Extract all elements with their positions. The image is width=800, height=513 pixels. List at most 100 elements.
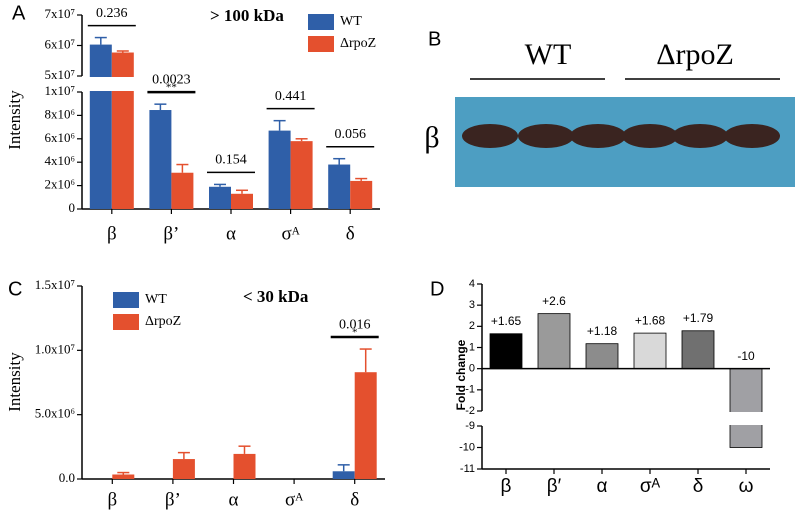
- y-tick-label: 6x10⁷: [44, 36, 75, 51]
- y-tick-label: 8x10⁶: [44, 106, 75, 121]
- legend-swatch: [113, 292, 139, 308]
- bar: [328, 164, 351, 209]
- y-tick-label: 0: [469, 363, 475, 375]
- chart-title: < 30 kDa: [243, 287, 309, 306]
- value-label: +1.65: [491, 314, 522, 328]
- y-tick-label: 0: [69, 200, 76, 215]
- y-tick-label: -9: [465, 420, 475, 432]
- y-tick-label: -11: [460, 463, 475, 475]
- legend-label: ΔrpoZ: [145, 314, 181, 329]
- blot-band: [570, 124, 626, 148]
- blot-band: [672, 124, 728, 148]
- x-tick-label: σᴬ: [640, 476, 661, 497]
- p-value: 0.441: [275, 89, 307, 104]
- lane-group-label: WT: [525, 38, 572, 71]
- p-value: 0.236: [96, 6, 128, 21]
- y-tick-label: 3: [469, 299, 475, 311]
- x-tick-label: δ: [350, 489, 359, 510]
- legend-label: WT: [340, 14, 362, 29]
- value-label: -10: [737, 349, 755, 363]
- bar: [171, 172, 194, 209]
- x-tick-label: β: [501, 476, 512, 497]
- x-tick-label: ω: [739, 476, 754, 497]
- bar: [489, 333, 523, 370]
- x-tick-label: δ: [693, 476, 704, 497]
- y-tick-label: 1x10⁷: [44, 83, 75, 98]
- band-label: β: [424, 121, 439, 154]
- blot-band: [462, 124, 518, 148]
- y-axis-label: Fold change: [454, 339, 468, 410]
- y-tick-label: 4: [469, 278, 475, 290]
- panel-letter: D: [430, 278, 444, 300]
- y-tick-label: 2x10⁶: [44, 177, 75, 192]
- x-tick-label: α: [229, 489, 239, 510]
- significance-star: **: [166, 82, 177, 94]
- bar: [172, 459, 195, 479]
- value-label: +1.79: [683, 311, 714, 325]
- bar: [350, 180, 373, 209]
- y-tick-label: 6x10⁶: [44, 130, 75, 145]
- value-label: +1.18: [587, 324, 618, 338]
- bar: [537, 313, 571, 370]
- y-tick-label: -10: [459, 441, 475, 453]
- y-tick-label: -1: [465, 384, 475, 396]
- axis-break: [83, 77, 381, 91]
- blot-band: [518, 124, 574, 148]
- x-tick-label: α: [597, 476, 608, 497]
- y-tick-label: 7x10⁷: [44, 6, 75, 21]
- bar: [729, 368, 763, 448]
- bar: [290, 141, 313, 209]
- bar: [681, 330, 715, 370]
- significance-star: *: [352, 327, 358, 339]
- y-tick-label: 1.5x10⁷: [35, 277, 75, 292]
- legend-swatch: [308, 14, 334, 30]
- lane-group-label: ΔrpoZ: [656, 38, 734, 71]
- p-value: 0.154: [215, 153, 247, 168]
- blot-band: [724, 124, 780, 148]
- y-tick-label: 1: [469, 341, 475, 353]
- y-tick-label: -2: [465, 405, 475, 417]
- bar: [111, 52, 134, 209]
- x-tick-label: α: [226, 223, 236, 244]
- bar: [209, 186, 231, 209]
- bar: [332, 471, 355, 479]
- legend-label: ΔrpoZ: [340, 36, 376, 51]
- p-value: 0.0023: [152, 72, 191, 87]
- x-tick-label: σᴬ: [285, 489, 304, 510]
- y-axis-label: Intensity: [5, 90, 24, 150]
- x-tick-label: β: [107, 223, 117, 244]
- x-tick-label: β′: [547, 476, 562, 497]
- y-tick-label: 0.0: [59, 470, 75, 485]
- y-tick-label: 2: [469, 320, 475, 332]
- bar: [231, 193, 253, 209]
- bar: [633, 332, 667, 370]
- chart-title: > 100 kDa: [210, 6, 284, 25]
- y-tick-label: 5.0x10⁶: [35, 406, 75, 421]
- bar: [233, 453, 256, 479]
- x-tick-label: β: [107, 489, 117, 510]
- p-value: 0.056: [334, 127, 366, 142]
- y-tick-label: 1.0x10⁷: [35, 341, 75, 356]
- p-value: 0.016: [339, 317, 371, 332]
- bar: [112, 474, 135, 479]
- bar: [268, 130, 291, 209]
- x-tick-label: δ: [346, 223, 355, 244]
- x-tick-label: β’: [163, 223, 179, 244]
- legend-swatch: [308, 36, 334, 52]
- bar: [585, 343, 619, 370]
- bar: [89, 44, 112, 210]
- y-tick-label: 5x10⁷: [44, 67, 75, 82]
- panel-letter: B: [428, 28, 441, 50]
- y-tick-label: 4x10⁶: [44, 153, 75, 168]
- legend-swatch: [113, 314, 139, 330]
- axis-break: [483, 412, 771, 425]
- value-label: +2.6: [542, 294, 566, 308]
- blot-band: [622, 124, 678, 148]
- bar: [149, 110, 172, 209]
- value-label: +1.68: [635, 313, 666, 327]
- x-tick-label: σᴬ: [281, 223, 300, 244]
- panel-letter: A: [12, 2, 26, 24]
- panel-letter: C: [8, 278, 22, 300]
- legend-label: WT: [145, 292, 167, 307]
